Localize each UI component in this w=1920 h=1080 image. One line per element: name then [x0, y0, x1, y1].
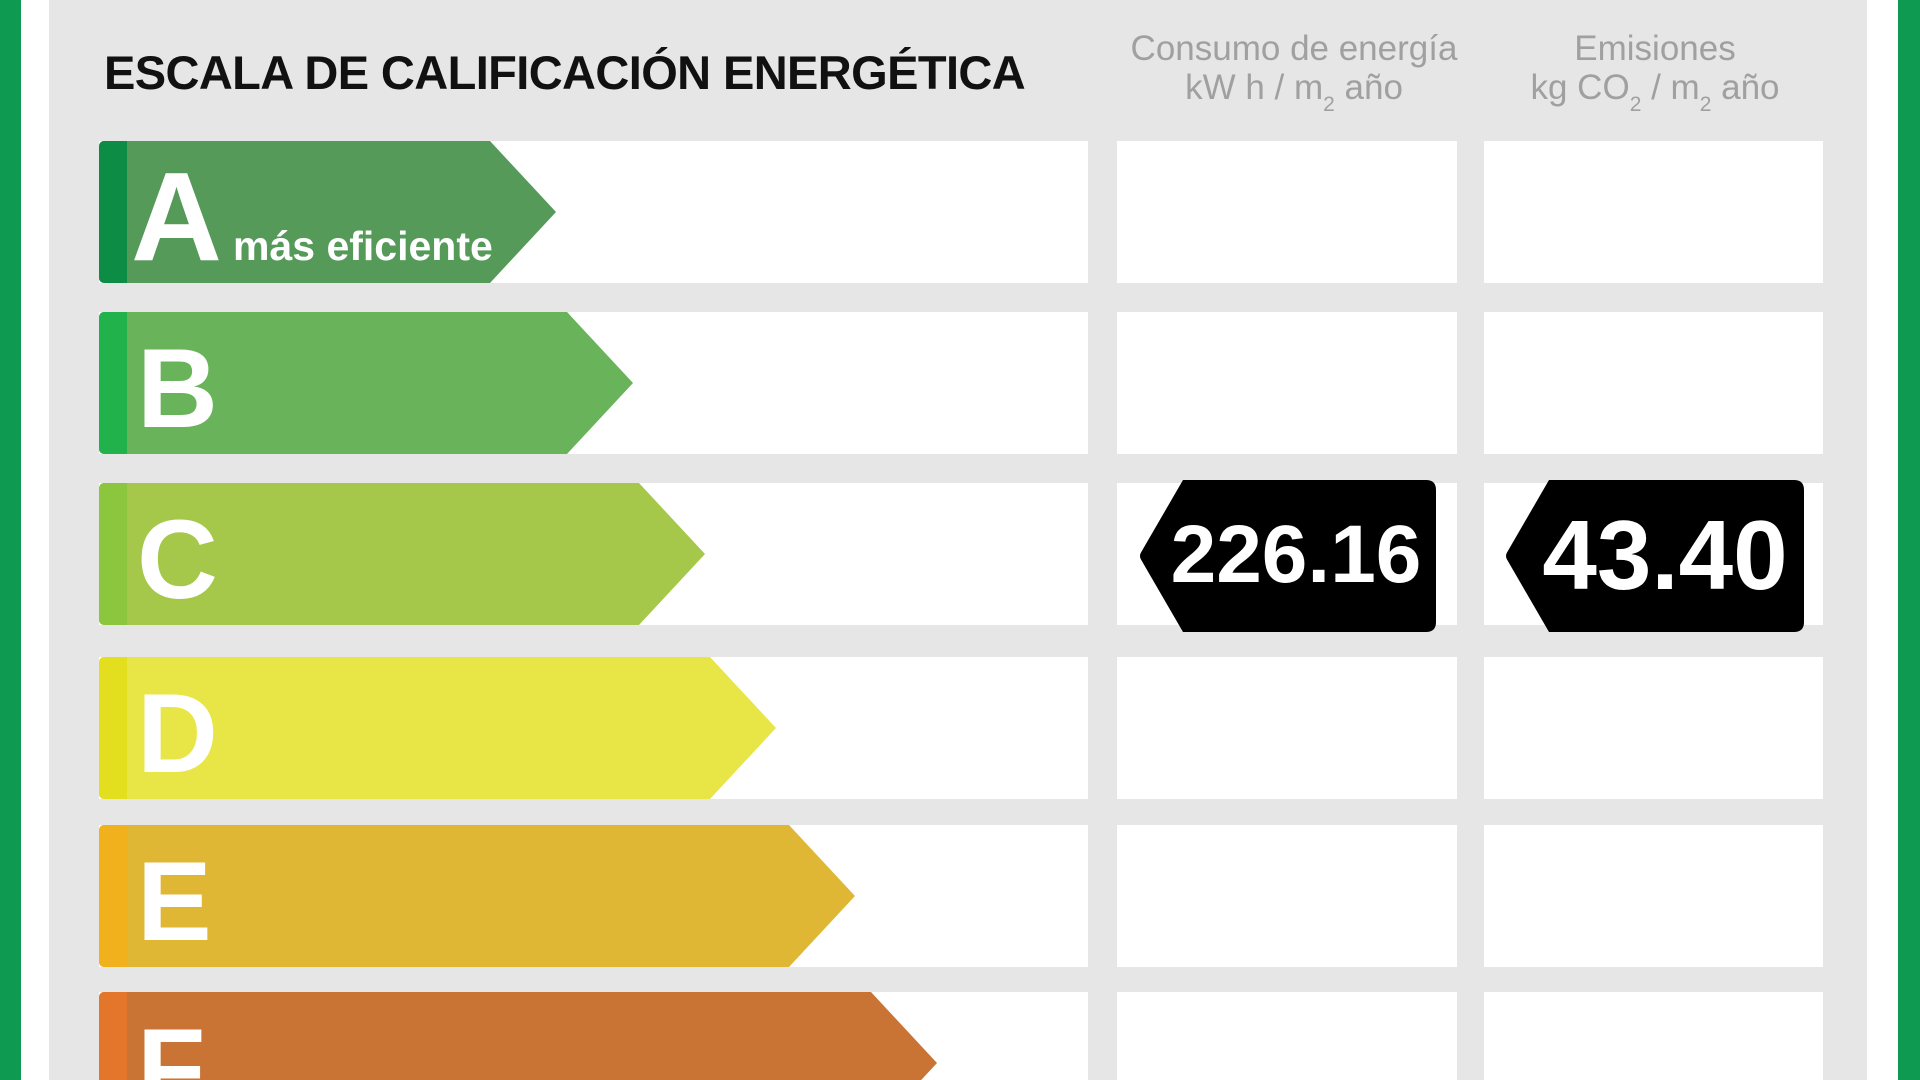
consumption-unit-text: kW h / m: [1185, 68, 1324, 107]
emissions-value-badge: 43.40: [1505, 480, 1804, 632]
most-efficient-caption: más eficiente: [233, 223, 493, 269]
rating-accent-strip: [99, 825, 127, 967]
consumption-header-label: Consumo de energía: [1130, 29, 1458, 68]
emissions-unit-suffix: año: [1711, 68, 1780, 107]
consumption-cell: [1117, 657, 1457, 799]
rating-arrow-d: [99, 657, 776, 799]
emissions-cell: [1484, 312, 1823, 454]
rating-arrow-e: [99, 825, 855, 967]
rating-row-a: A más eficiente: [99, 141, 1823, 283]
emissions-unit-middle: / m: [1641, 68, 1700, 107]
frame-border-left: [0, 0, 21, 1080]
rating-accent-strip: [99, 141, 127, 283]
emissions-header-label: Emisiones: [1574, 29, 1736, 68]
rating-letter-c: C: [137, 497, 218, 622]
consumption-unit: kW h / m2 año: [1124, 68, 1464, 115]
emissions-badge-path: [1506, 480, 1804, 632]
rating-arrow-f: [99, 992, 937, 1080]
emissions-cell: [1484, 657, 1823, 799]
consumption-value: 226.16: [1170, 509, 1422, 600]
emissions-unit-subscript-co2: 2: [1629, 93, 1642, 116]
rating-accent-strip: [99, 992, 127, 1080]
emissions-unit-text: kg CO: [1530, 68, 1630, 107]
rating-letter-e: E: [137, 839, 212, 964]
emissions-unit-subscript-m2: 2: [1699, 93, 1712, 116]
emissions-badge-shape: [1506, 480, 1804, 632]
emissions-unit: kg CO2 / m2 año: [1485, 68, 1825, 115]
rating-accent-strip: [99, 483, 127, 625]
consumption-badge-path: [1140, 480, 1436, 632]
consumption-unit-suffix: año: [1334, 68, 1403, 107]
emissions-value: 43.40: [1542, 500, 1788, 610]
consumption-cell: [1117, 312, 1457, 454]
rating-accent-strip: [99, 657, 127, 799]
rating-row-e: E: [99, 825, 1823, 967]
rating-letter-b: B: [137, 326, 218, 451]
rating-row-d: D: [99, 657, 1823, 799]
emissions-cell: [1484, 825, 1823, 967]
page-title: ESCALA DE CALIFICACIÓN ENERGÉTICA: [104, 46, 1026, 99]
consumption-unit-subscript: 2: [1323, 93, 1335, 116]
rating-arrow-a: [99, 141, 556, 283]
rating-row-b: B: [99, 312, 1823, 454]
emissions-column-header: Emisiones kg CO2 / m2 año: [1485, 29, 1825, 115]
rating-letter-a: A: [131, 146, 222, 287]
consumption-badge-shape: [1140, 480, 1436, 632]
rating-accent-strip: [99, 312, 127, 454]
consumption-value-badge: 226.16: [1139, 480, 1436, 632]
emissions-cell: [1484, 992, 1823, 1080]
emissions-cell: [1484, 141, 1823, 283]
rating-arrow-b: [99, 312, 633, 454]
rating-arrow-c: [99, 483, 705, 625]
rating-row-c: C 226.16 43.40: [99, 480, 1823, 632]
rating-letter-d: D: [137, 671, 218, 796]
consumption-cell: [1117, 825, 1457, 967]
frame-border-right: [1898, 0, 1920, 1080]
rating-row-f: F: [99, 992, 1823, 1080]
consumption-cell: [1117, 141, 1457, 283]
consumption-cell: [1117, 992, 1457, 1080]
consumption-column-header: Consumo de energía kW h / m2 año: [1124, 29, 1464, 115]
rating-letter-f: F: [137, 1006, 206, 1080]
